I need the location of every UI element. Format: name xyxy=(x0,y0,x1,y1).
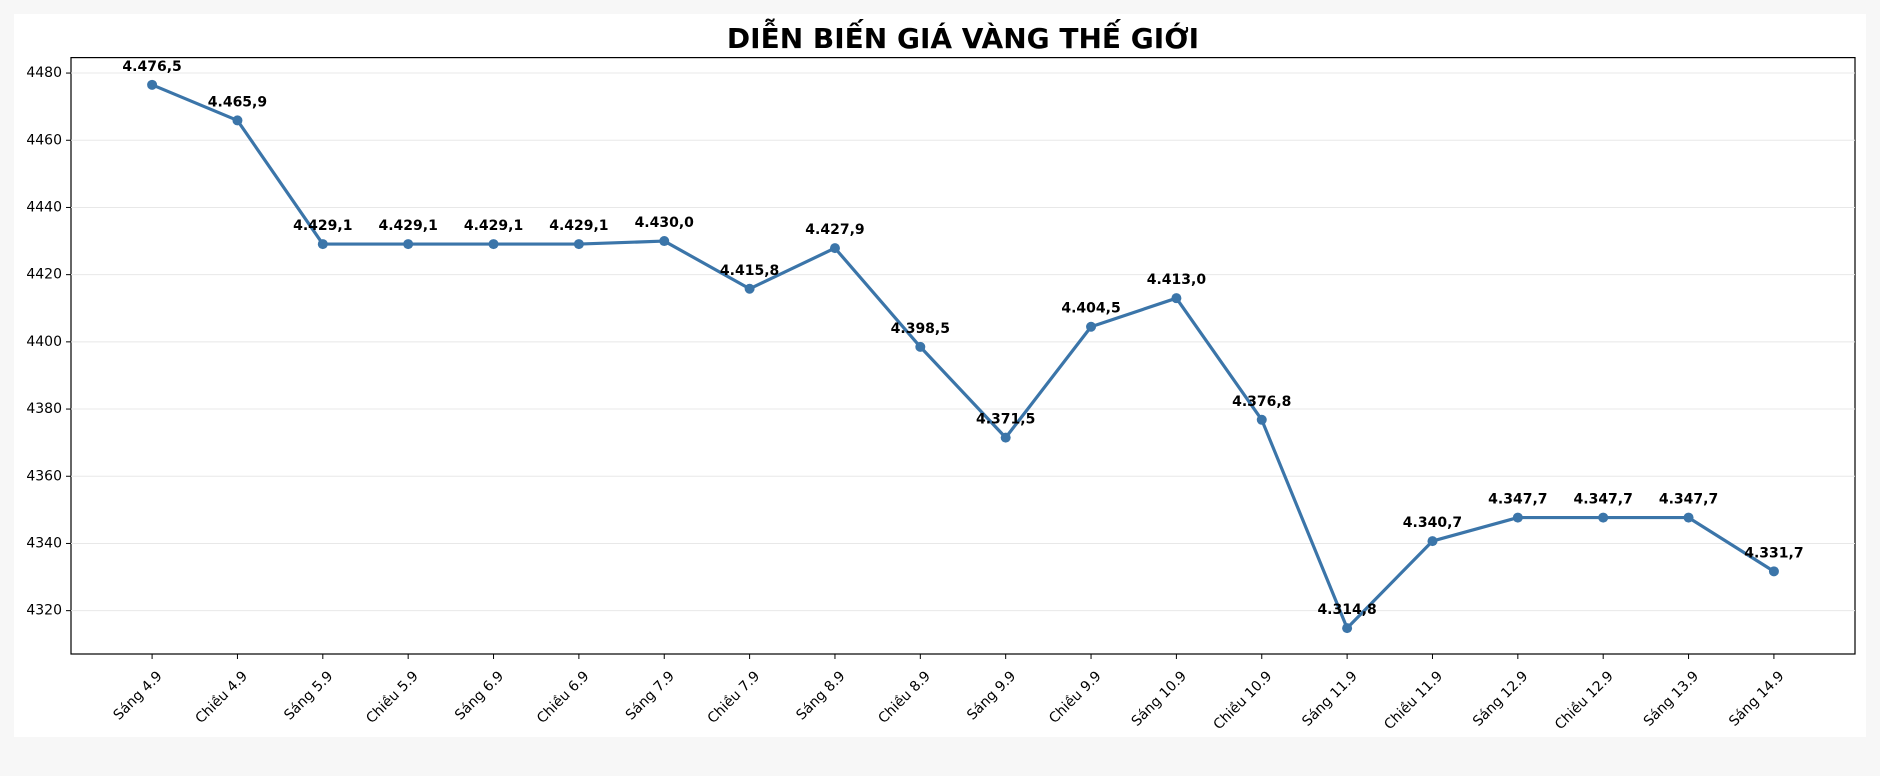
point xyxy=(232,115,243,126)
data-label: 4.331,7 xyxy=(1744,545,1803,561)
y-tick-label: 4460 xyxy=(26,132,62,148)
y-tick-label: 4320 xyxy=(26,603,62,619)
data-label: 4.340,7 xyxy=(1403,515,1462,531)
data-label: 4.347,7 xyxy=(1659,492,1718,508)
data-label: 4.398,5 xyxy=(891,321,950,337)
point xyxy=(1512,512,1523,523)
point xyxy=(1086,321,1097,332)
point xyxy=(659,236,670,247)
data-label: 4.430,0 xyxy=(635,215,695,231)
y-tick-label: 4480 xyxy=(26,65,62,81)
line xyxy=(151,83,1775,630)
point xyxy=(317,239,328,250)
y-tick-label: 4360 xyxy=(26,468,62,484)
point xyxy=(915,341,926,352)
data-label: 4.427,9 xyxy=(805,222,864,238)
point xyxy=(1768,566,1779,577)
data-label: 4.465,9 xyxy=(208,94,267,110)
y-tick-label: 4440 xyxy=(26,199,62,215)
y-tick-label: 4380 xyxy=(26,401,62,417)
data-label: 4.429,1 xyxy=(464,218,523,234)
data-label: 4.371,5 xyxy=(976,412,1035,428)
data-label: 4.347,7 xyxy=(1488,492,1547,508)
data-label: 4.429,1 xyxy=(378,218,437,234)
point xyxy=(1256,414,1267,425)
y-tick-label: 4400 xyxy=(26,334,62,350)
figure-background xyxy=(14,14,1866,737)
data-label: 4.404,5 xyxy=(1061,301,1120,317)
point xyxy=(829,243,840,254)
point xyxy=(1342,623,1353,634)
point xyxy=(1171,293,1182,304)
point xyxy=(744,283,755,294)
chart-title: DIỄN BIẾN GIÁ VÀNG THẾ GIỚI xyxy=(727,17,1199,55)
plot-frame xyxy=(70,56,1856,655)
point xyxy=(1598,512,1609,523)
point xyxy=(1000,432,1011,443)
data-label: 4.429,1 xyxy=(549,218,608,234)
data-label: 4.415,8 xyxy=(720,263,779,279)
point xyxy=(1427,536,1438,547)
point xyxy=(147,79,158,90)
point xyxy=(488,239,499,250)
point xyxy=(1683,512,1694,523)
data-label: 4.347,7 xyxy=(1574,492,1633,508)
data-label: 4.314,8 xyxy=(1317,602,1376,618)
y-tick-label: 4340 xyxy=(26,535,62,551)
data-label: 4.429,1 xyxy=(293,218,352,234)
point xyxy=(573,239,584,250)
data-label: 4.413,0 xyxy=(1147,272,1207,288)
data-label: 4.376,8 xyxy=(1232,394,1291,410)
data-label: 4.476,5 xyxy=(122,59,181,75)
y-tick-label: 4420 xyxy=(26,267,62,283)
point xyxy=(403,239,414,250)
